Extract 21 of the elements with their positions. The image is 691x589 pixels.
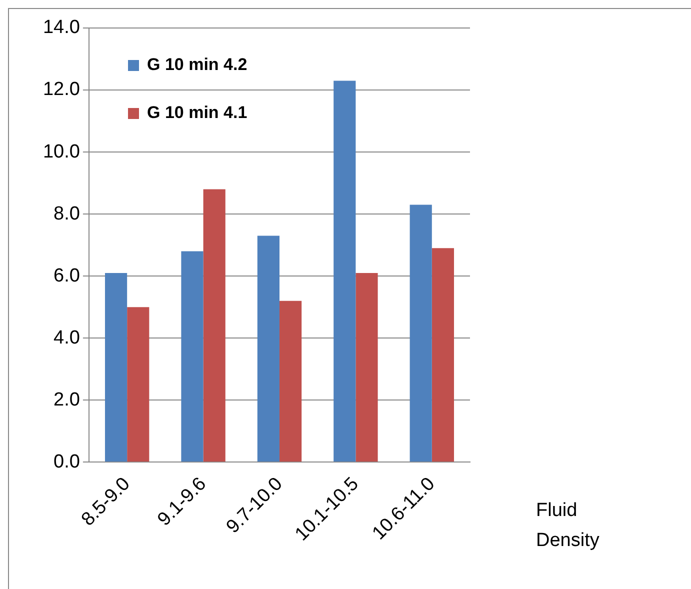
bar <box>334 80 356 462</box>
bar <box>410 204 432 462</box>
bar <box>279 300 302 462</box>
y-tick-label: 6.0 <box>54 265 80 286</box>
y-tick-label: 10.0 <box>42 141 80 162</box>
bar <box>356 272 378 462</box>
y-tick-label: 8.0 <box>54 203 80 224</box>
x-axis-title: Fluid Density <box>536 499 600 553</box>
y-tick-label: 0.0 <box>54 451 80 472</box>
y-tick-label: 2.0 <box>54 389 80 410</box>
y-tick-label: 14.0 <box>42 17 80 38</box>
bar <box>104 272 128 462</box>
y-tick-label: 12.0 <box>42 79 80 100</box>
legend-label: G 10 min 4.1 <box>147 103 248 123</box>
bar <box>127 307 150 462</box>
bar <box>432 248 454 462</box>
legend-label: G 10 min 4.2 <box>147 55 248 75</box>
bar <box>257 236 280 462</box>
bar <box>203 189 226 462</box>
y-tick-label: 4.0 <box>54 327 80 348</box>
bar <box>181 251 204 462</box>
